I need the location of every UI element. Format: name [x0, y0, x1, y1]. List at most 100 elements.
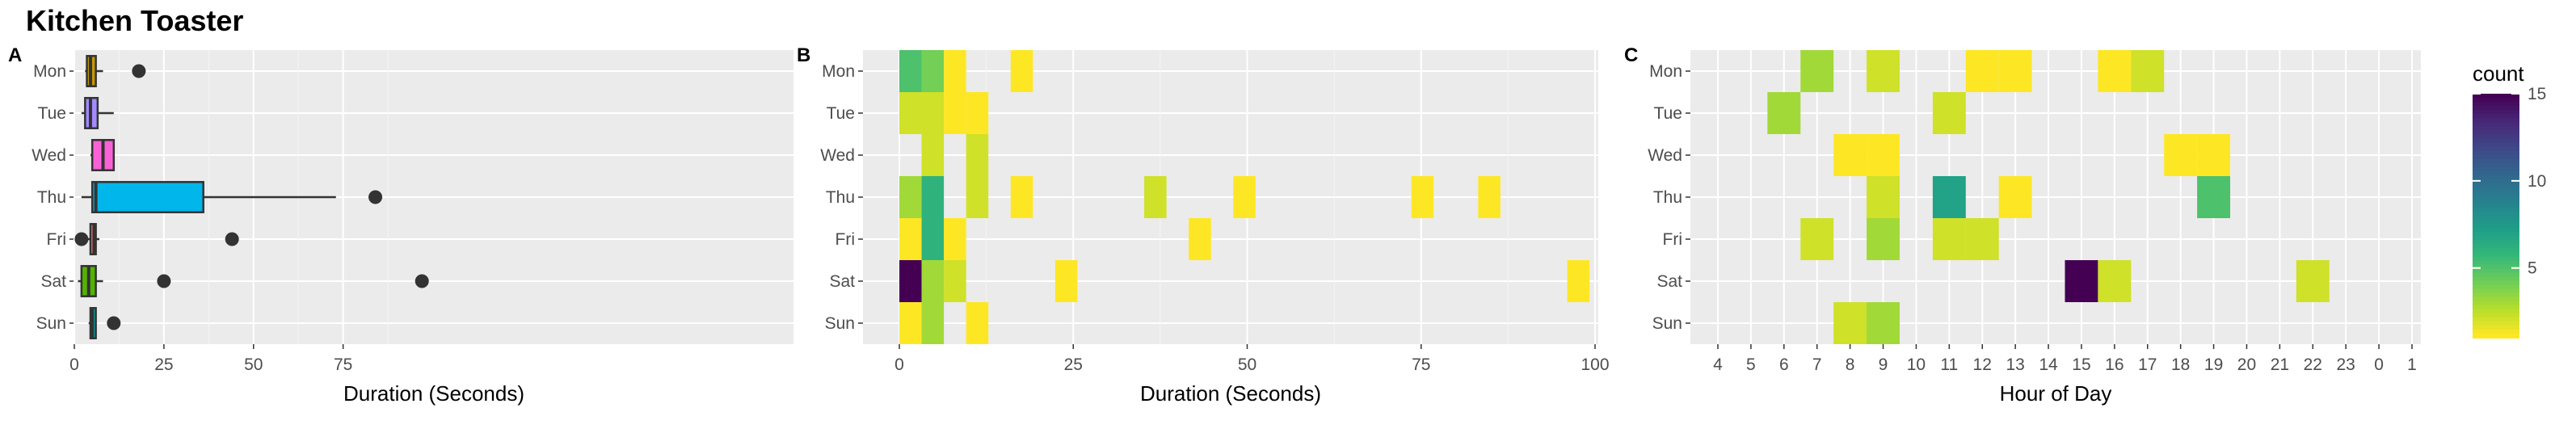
heat-cell [2098, 50, 2132, 92]
legend-colorbar-segment [2473, 256, 2519, 262]
y-tick-label: Tue [827, 104, 855, 123]
legend-tick-label: 15 [2528, 85, 2546, 103]
x-tick-label: 1 [2407, 355, 2417, 374]
heat-cell [1998, 176, 2032, 218]
x-axis-title: Duration (Seconds) [1140, 381, 1321, 406]
legend-colorbar-segment [2473, 321, 2519, 326]
heat-cell [966, 92, 989, 134]
y-tick-label: Mon [1649, 62, 1682, 81]
x-tick-label: 75 [1412, 355, 1430, 374]
x-tick-label: 23 [2337, 355, 2355, 374]
legend-colorbar-segment [2473, 175, 2519, 180]
legend-colorbar-segment [2473, 142, 2519, 148]
legend-colorbar-segment [2473, 216, 2519, 221]
x-tick-label: 18 [2171, 355, 2190, 374]
outlier-point [157, 274, 171, 288]
heat-cell [921, 134, 945, 176]
panel-tag: C [1624, 44, 1638, 66]
heat-cell [1411, 176, 1434, 218]
x-tick-label: 50 [1238, 355, 1256, 374]
legend-colorbar-segment [2473, 146, 2519, 152]
legend-colorbar-segment [2473, 284, 2519, 290]
heat-cell [1998, 50, 2032, 92]
legend-colorbar-segment [2473, 292, 2519, 298]
outlier-point [368, 190, 383, 204]
x-tick-label: 9 [1879, 355, 1888, 374]
legend-colorbar-segment [2473, 211, 2519, 217]
y-tick-label: Sun [825, 314, 855, 333]
heat-cell [966, 302, 989, 344]
panel-tag: B [797, 44, 810, 66]
legend-colorbar-segment [2473, 220, 2519, 225]
legend-colorbar-segment [2473, 313, 2519, 318]
y-tick-label: Tue [38, 104, 66, 123]
x-tick-label: 14 [2039, 355, 2058, 374]
heat-cell [899, 302, 922, 344]
heat-cell [899, 92, 922, 134]
heat-cell [1054, 260, 1078, 302]
legend-colorbar-segment [2473, 236, 2519, 242]
legend-colorbar-segment [2473, 179, 2519, 184]
y-tick-label: Sun [36, 314, 66, 333]
legend-colorbar-segment [2473, 240, 2519, 246]
y-tick-label: Fri [836, 230, 856, 249]
y-tick-label: Sat [40, 272, 66, 291]
heat-cell [944, 260, 966, 302]
legend-tick-label: 10 [2528, 172, 2546, 191]
heat-cell [1867, 134, 1900, 176]
heat-cell [899, 260, 922, 302]
x-tick-label: 25 [154, 355, 173, 374]
legend-colorbar-segment [2473, 309, 2519, 314]
heat-cell [1867, 176, 1900, 218]
x-tick-label: 0 [2374, 355, 2384, 374]
heat-cell [2197, 134, 2231, 176]
heat-cell [2164, 134, 2198, 176]
legend-colorbar-segment [2473, 248, 2519, 254]
heat-cell [1932, 218, 1966, 260]
x-axis-title: Duration (Seconds) [343, 381, 524, 406]
legend-colorbar-segment [2473, 199, 2519, 204]
heat-cell [1833, 302, 1867, 344]
x-tick-label: 11 [1940, 355, 1958, 374]
heat-cell [1965, 50, 1999, 92]
x-tick-label: 50 [244, 355, 263, 374]
legend-title: count [2473, 61, 2524, 86]
heat-cell [944, 218, 966, 260]
x-tick-label: 19 [2204, 355, 2223, 374]
legend-colorbar-segment [2473, 272, 2519, 278]
heat-cell [1478, 176, 1501, 218]
heat-cell [1800, 218, 1834, 260]
heat-cell [2131, 50, 2165, 92]
legend-colorbar-segment [2473, 183, 2519, 188]
heat-cell [2296, 260, 2330, 302]
heat-cell [921, 302, 945, 344]
x-tick-label: 0 [69, 355, 79, 374]
legend-colorbar-segment [2473, 126, 2519, 132]
legend-colorbar-segment [2473, 224, 2519, 229]
x-axis-title: Hour of Day [2000, 381, 2112, 406]
legend-colorbar-segment [2473, 297, 2519, 302]
heat-cell [899, 218, 922, 260]
heat-cell [1767, 92, 1801, 134]
x-tick-label: 21 [2271, 355, 2289, 374]
heat-cell [1567, 260, 1590, 302]
legend-colorbar-segment [2473, 102, 2519, 107]
heat-cell [921, 176, 945, 218]
legend-colorbar-segment [2473, 276, 2519, 282]
legend-tick-label: 5 [2528, 259, 2537, 278]
x-tick-label: 20 [2237, 355, 2256, 374]
legend-colorbar-segment [2473, 252, 2519, 258]
x-tick-label: 25 [1064, 355, 1083, 374]
y-tick-label: Wed [820, 146, 855, 165]
heat-cell [921, 92, 945, 134]
heat-cell [1932, 176, 1966, 218]
legend-colorbar-segment [2473, 122, 2519, 128]
x-tick-label: 75 [334, 355, 352, 374]
legend-colorbar-segment [2473, 154, 2519, 160]
x-tick-label: 6 [1779, 355, 1789, 374]
heat-cell [944, 50, 966, 92]
legend-colorbar-segment [2473, 166, 2519, 172]
figure-title: Kitchen Toaster [26, 4, 243, 37]
x-tick-label: 100 [1581, 355, 1609, 374]
